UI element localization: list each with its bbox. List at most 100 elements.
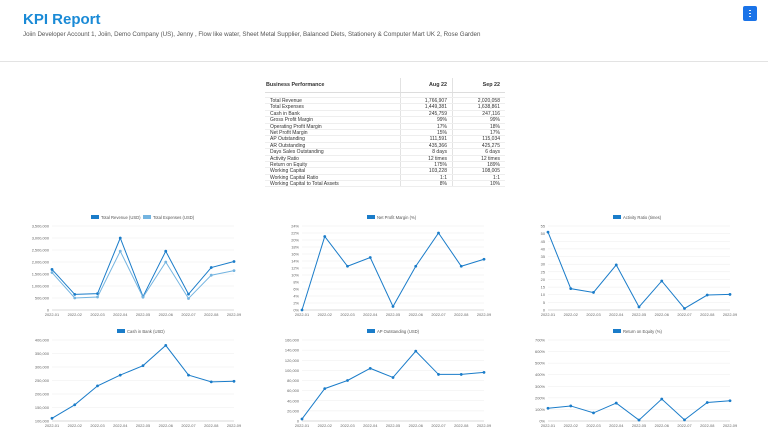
table-row: Gross Profit Margin 99% 99% [265, 117, 505, 124]
metric-label: Working Capital to Total Assets [265, 181, 401, 187]
metric-value-sep: 189% [487, 161, 500, 168]
metric-value-aug: 8 days [401, 149, 453, 155]
x-tick-label: 2022-01 [295, 423, 309, 428]
data-point [96, 295, 99, 299]
y-tick-label: 35 [541, 254, 545, 259]
data-point [232, 260, 236, 263]
x-tick-label: 2022-09 [227, 312, 241, 317]
y-tick-label: 25 [541, 269, 545, 274]
y-tick-label: 4% [293, 294, 299, 299]
metric-label: Working Capital [265, 168, 401, 174]
data-point [728, 399, 732, 403]
x-tick-label: 2022-05 [136, 423, 150, 428]
legend-swatch [367, 329, 375, 333]
metric-value-aug: 111,591 [401, 136, 453, 142]
y-tick-label: 50 [541, 231, 546, 236]
x-tick-label: 2022-01 [295, 312, 309, 317]
metric-value-aug: 103,228 [401, 168, 453, 174]
dot-icon [749, 12, 751, 15]
metric-label: Activity Ratio [265, 155, 401, 161]
table-row: Total Revenue 1,766,907 2,020,058 [265, 98, 505, 105]
legend-swatch [613, 215, 621, 219]
data-point [614, 401, 618, 405]
data-point [96, 292, 99, 296]
x-tick-label: 2022-09 [723, 312, 737, 317]
metric-value-aug: 1,766,907 [401, 98, 453, 104]
data-point [232, 269, 236, 273]
x-tick-label: 2022-03 [340, 423, 354, 428]
y-tick-label: 30 [541, 262, 546, 267]
x-tick-label: 2022-01 [541, 423, 555, 428]
data-point [459, 264, 463, 268]
data-point [164, 249, 168, 253]
y-tick-label: 300% [535, 384, 545, 389]
series-line [301, 232, 485, 311]
series-line [51, 236, 235, 298]
y-tick-label: 400% [535, 372, 545, 377]
data-point [50, 416, 54, 420]
x-tick-label: 2022-02 [564, 423, 578, 428]
column-header: Sep 22 [482, 82, 500, 88]
business-performance-table: Business Performance Aug 22 Sep 22 Total… [265, 78, 505, 188]
data-point [546, 230, 550, 234]
y-tick-label: 100% [535, 407, 545, 412]
report-header: KPI Report Joiin Developer Account 1, Jo… [0, 0, 768, 62]
data-point [637, 305, 641, 309]
data-point [118, 249, 122, 253]
y-tick-label: 3,000,000 [32, 236, 50, 241]
data-point [187, 373, 190, 377]
x-tick-label: 2022-06 [409, 312, 423, 317]
y-tick-label: 10% [291, 273, 299, 278]
y-tick-label: 0% [539, 419, 545, 424]
more-options-button[interactable] [743, 6, 757, 21]
metric-value-sep: 247,116 [482, 110, 500, 117]
data-point [391, 376, 395, 379]
x-tick-label: 2022-03 [340, 312, 354, 317]
x-tick-label: 2022-07 [181, 423, 195, 428]
data-point [323, 387, 327, 390]
metric-label: Gross Profit Margin [265, 117, 401, 123]
legend-swatch [367, 215, 375, 219]
x-tick-label: 2022-06 [655, 423, 669, 428]
metric-value-sep: 425,275 [481, 142, 500, 149]
organisations-list: Joiin Developer Account 1, Joiin, Demo C… [23, 31, 481, 38]
metric-label: AR Outstanding [265, 142, 401, 149]
x-tick-label: 2022-01 [45, 312, 59, 317]
x-tick-label: 2022-04 [609, 423, 624, 428]
x-tick-label: 2022-07 [677, 312, 691, 317]
data-point [705, 293, 709, 297]
y-tick-label: 22% [291, 231, 299, 236]
legend-swatch [143, 215, 151, 219]
table-row: Working Capital 103,228 108,005 [265, 168, 505, 175]
data-point [187, 292, 190, 296]
data-point [637, 418, 641, 422]
y-tick-label: 140,000 [285, 348, 300, 353]
y-tick-label: 350,000 [35, 351, 50, 356]
x-tick-label: 2022-04 [363, 423, 378, 428]
data-point [141, 295, 145, 299]
metric-value-sep: 1,638,861 [477, 104, 500, 111]
data-point [346, 264, 349, 268]
x-tick-label: 2022-02 [318, 312, 332, 317]
metric-label: Working Capital Ratio [265, 174, 401, 181]
metric-label: Return on Equity [265, 161, 401, 168]
data-point [482, 371, 486, 374]
data-point [569, 287, 573, 291]
metric-value-aug: 15% [401, 129, 453, 136]
table-row: Working Capital Ratio 1:1 1:1 [265, 174, 505, 182]
y-tick-label: 2% [293, 301, 299, 306]
metric-value-sep: 2,020,058 [477, 98, 500, 104]
data-point [368, 366, 372, 370]
x-tick-label: 2022-09 [227, 423, 241, 428]
data-point [660, 279, 664, 283]
y-tick-label: 300,000 [35, 365, 50, 370]
data-point [50, 271, 54, 274]
data-point [209, 380, 213, 384]
x-tick-label: 2022-08 [700, 312, 714, 317]
y-tick-label: 10 [541, 292, 546, 297]
metric-value-sep: 10% [489, 181, 500, 188]
x-tick-label: 2022-01 [541, 312, 555, 317]
y-tick-label: 250,000 [35, 378, 50, 383]
y-tick-label: 6% [293, 287, 299, 292]
data-point [232, 379, 236, 383]
